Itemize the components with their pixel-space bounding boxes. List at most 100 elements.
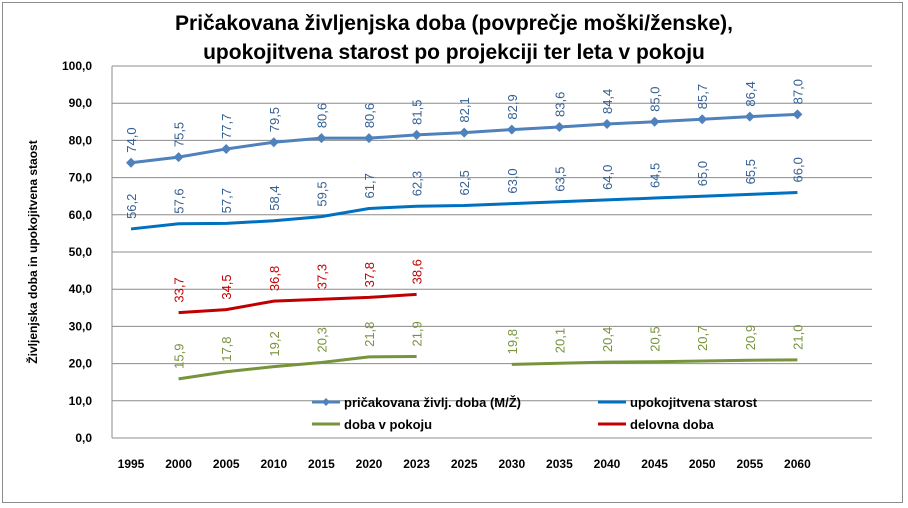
- data-label: 64,5: [648, 163, 663, 188]
- y-tick-label: 60,0: [69, 208, 93, 222]
- x-tick-label: 1995: [118, 457, 145, 471]
- data-label: 84,4: [600, 89, 615, 114]
- data-label: 62,5: [457, 170, 472, 195]
- y-tick-label: 90,0: [69, 96, 93, 110]
- data-label: 59,5: [314, 181, 329, 206]
- data-label: 20,5: [648, 326, 663, 351]
- data-label: 20,7: [695, 326, 710, 351]
- data-point: [506, 124, 517, 135]
- data-label: 17,8: [219, 336, 234, 361]
- data-label: 65,0: [695, 161, 710, 186]
- data-label: 36,8: [267, 266, 282, 291]
- data-label: 58,4: [267, 185, 282, 210]
- legend-label: pričakovana življ. doba (M/Ž): [344, 395, 521, 410]
- data-point: [602, 119, 612, 130]
- data-label: 66,0: [790, 157, 805, 182]
- data-label: 63,5: [552, 166, 567, 191]
- legend-marker: [322, 398, 330, 406]
- data-label: 20,3: [314, 327, 329, 352]
- y-tick-label: 0,0: [75, 431, 92, 445]
- data-label: 37,3: [314, 264, 329, 289]
- y-tick-label: 30,0: [69, 319, 93, 333]
- y-tick-label: 70,0: [69, 171, 93, 185]
- data-label: 85,0: [648, 86, 663, 111]
- data-label: 63,0: [505, 168, 520, 193]
- data-label: 65,5: [743, 159, 758, 184]
- x-tick-label: 2035: [546, 457, 573, 471]
- series-line: [511, 358, 798, 366]
- data-label: 82,9: [505, 94, 520, 119]
- data-point: [173, 152, 184, 163]
- data-point: [316, 133, 327, 144]
- x-tick-label: 2015: [308, 457, 335, 471]
- data-label: 20,1: [552, 328, 567, 353]
- data-label: 38,6: [410, 259, 425, 284]
- data-label: 62,3: [410, 171, 425, 196]
- data-label: 85,7: [695, 84, 710, 109]
- data-label: 86,4: [743, 81, 758, 106]
- data-label: 80,6: [362, 103, 377, 128]
- data-label: 79,5: [267, 107, 282, 132]
- data-point: [364, 133, 374, 144]
- data-point: [792, 109, 803, 120]
- data-label: 21,0: [790, 325, 805, 350]
- x-tick-label: 2060: [784, 457, 811, 471]
- x-tick-label: 2055: [736, 457, 763, 471]
- y-tick-label: 40,0: [69, 282, 93, 296]
- chart-frame: [2, 2, 903, 503]
- data-label: 34,5: [219, 274, 234, 299]
- data-label: 64,0: [600, 165, 615, 190]
- data-label: 56,2: [124, 194, 139, 219]
- data-label: 83,6: [552, 92, 567, 117]
- data-label: 74,0: [124, 127, 139, 152]
- x-tick-label: 2023: [403, 457, 430, 471]
- series-line: [178, 355, 417, 381]
- x-tick-label: 2030: [498, 457, 525, 471]
- data-label: 15,9: [172, 344, 187, 369]
- x-tick-label: 2045: [641, 457, 668, 471]
- data-label: 61,7: [362, 173, 377, 198]
- data-label: 21,9: [410, 321, 425, 346]
- legend-label: upokojitvena starost: [630, 395, 758, 410]
- y-tick-label: 80,0: [69, 133, 93, 147]
- data-label: 57,7: [219, 188, 234, 213]
- legend-label: doba v pokoju: [344, 417, 432, 432]
- data-label: 19,8: [505, 329, 520, 354]
- y-tick-label: 20,0: [69, 357, 93, 371]
- series-line: [178, 292, 417, 315]
- data-point: [554, 122, 565, 133]
- x-tick-label: 2040: [594, 457, 621, 471]
- data-label: 75,5: [172, 122, 187, 147]
- legend-label: delovna doba: [630, 417, 715, 432]
- data-label: 77,7: [219, 114, 234, 139]
- data-label: 81,5: [410, 100, 425, 125]
- data-label: 19,2: [267, 331, 282, 356]
- x-tick-label: 2025: [451, 457, 478, 471]
- chart-title: upokojitvena starost po projekciji ter l…: [203, 41, 705, 64]
- x-tick-label: 2020: [356, 457, 383, 471]
- x-tick-label: 2010: [260, 457, 287, 471]
- data-label: 37,8: [362, 262, 377, 287]
- x-tick-label: 2050: [689, 457, 716, 471]
- data-point: [697, 114, 708, 125]
- data-label: 82,1: [457, 97, 472, 122]
- data-point: [268, 137, 279, 148]
- series-line: [130, 190, 798, 231]
- data-label: 21,8: [362, 322, 377, 347]
- y-tick-label: 50,0: [69, 245, 93, 259]
- x-tick-label: 2000: [165, 457, 192, 471]
- y-tick-label: 10,0: [69, 394, 93, 408]
- data-label: 87,0: [790, 79, 805, 104]
- y-tick-label: 100,0: [62, 59, 92, 73]
- data-label: 20,9: [743, 325, 758, 350]
- x-tick-label: 2005: [213, 457, 240, 471]
- data-point: [649, 116, 660, 127]
- y-axis-label: Življenjska doba in upokojitvena staost: [25, 140, 40, 363]
- data-point: [459, 127, 470, 138]
- data-point: [411, 129, 422, 140]
- chart-title: Pričakovana življenjska doba (povprečje …: [175, 12, 733, 35]
- data-label: 57,6: [172, 188, 187, 213]
- data-point: [744, 111, 755, 122]
